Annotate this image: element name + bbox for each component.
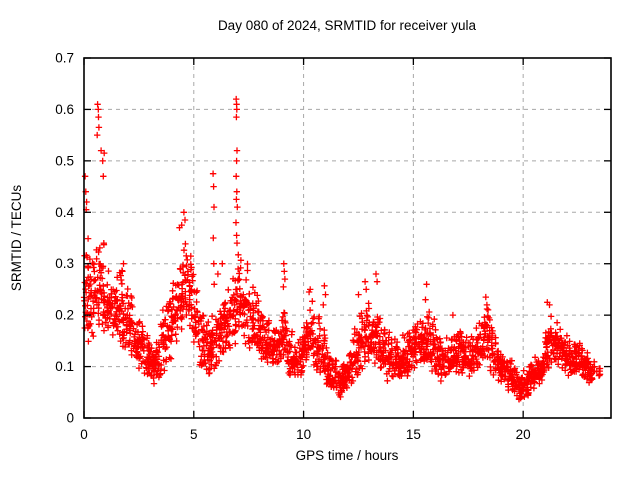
y-tick-label: 0.1 — [55, 359, 74, 374]
scatter-series-layer — [80, 95, 604, 403]
y-tick-label: 0.2 — [55, 308, 74, 323]
y-tick-label: 0.3 — [55, 256, 74, 271]
scatter-series — [80, 95, 604, 403]
x-tick-label: 15 — [406, 427, 421, 442]
plot-frame-layer — [83, 57, 612, 419]
x-axis-label: GPS time / hours — [296, 448, 399, 463]
y-tick-label: 0.7 — [55, 51, 74, 66]
chart-title: Day 080 of 2024, SRMTID for receiver yul… — [218, 18, 477, 33]
x-tick-label: 10 — [296, 427, 311, 442]
x-tick-label: 20 — [516, 427, 531, 442]
y-tick-label: 0.6 — [55, 102, 74, 117]
y-tick-label: 0 — [66, 411, 74, 426]
y-tick-label: 0.5 — [55, 153, 74, 168]
y-axis-label: SRMTID / TECUs — [9, 185, 24, 292]
tick-labels-layer: 0 5 10 15 20 0 0.1 0.2 0.3 0.4 0.5 0.6 0.7 — [55, 51, 530, 443]
tick-marks-layer — [83, 57, 611, 419]
y-tick-label: 0.4 — [55, 205, 74, 220]
plot-frame — [83, 57, 612, 419]
x-tick-label: 5 — [190, 427, 198, 442]
x-tick-label: 0 — [80, 427, 88, 442]
